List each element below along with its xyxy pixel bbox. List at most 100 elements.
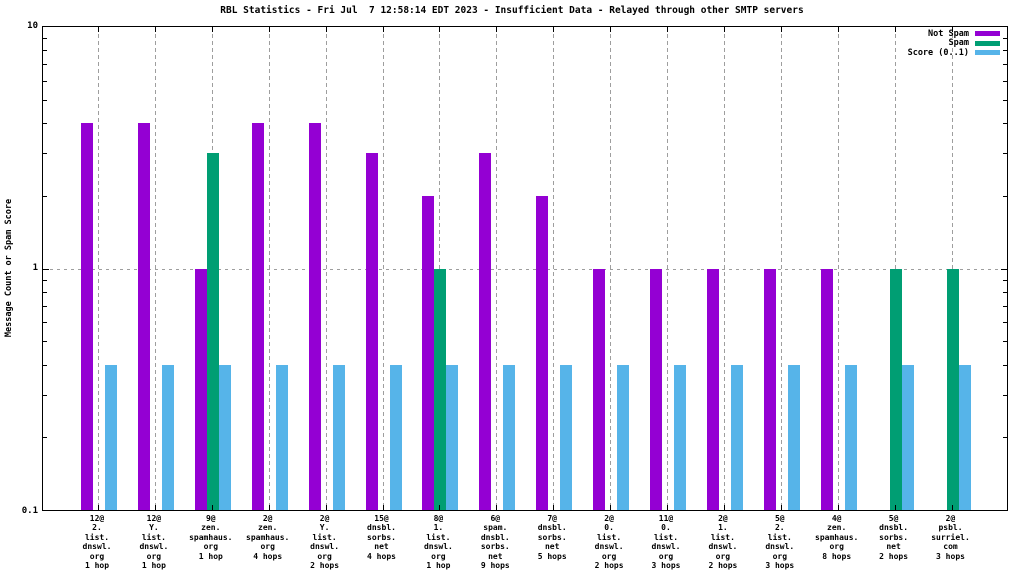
x-category-label: 11@ 0. list. dnswl. org 3 hops	[651, 514, 681, 571]
bar-score-0-1--cat7	[446, 364, 459, 510]
legend-swatch-score	[975, 50, 1000, 56]
bar-score-0-1--cat16	[958, 364, 971, 510]
bar-score-0-1--cat9	[560, 364, 573, 510]
x-tick-bottom	[553, 505, 555, 510]
plot-area: Not Spam Spam Score (0..1)	[42, 26, 1008, 511]
bar-score-0-1--cat13	[787, 364, 800, 510]
bar-not-spam-cat3	[194, 268, 207, 510]
x-tick-top	[154, 27, 156, 32]
x-tick-top	[553, 27, 555, 32]
legend-swatch-spam	[975, 40, 1000, 46]
bar-not-spam-cat8	[479, 153, 492, 510]
x-tick-bottom	[325, 505, 327, 510]
y-tick-minor-left	[43, 291, 47, 293]
x-tick-top	[951, 27, 953, 32]
bar-score-0-1--cat15	[901, 364, 914, 510]
x-tick-bottom	[837, 505, 839, 510]
bar-not-spam-cat5	[308, 123, 321, 510]
x-tick-bottom	[439, 505, 441, 510]
x-tick-bottom	[154, 505, 156, 510]
bar-not-spam-cat9	[536, 195, 549, 510]
bar-score-0-1--cat2	[161, 364, 174, 510]
y-tick-label-10: 10	[27, 21, 38, 31]
x-tick-bottom	[894, 505, 896, 510]
x-category-label: 9@ zen. spamhaus. org 1 hop	[189, 514, 233, 561]
x-category-label: 2@ 0. list. dnswl. org 2 hops	[594, 514, 624, 571]
x-tick-bottom	[98, 505, 99, 510]
x-category-label: 15@ dnsbl. sorbs. net 4 hops	[367, 514, 396, 561]
legend: Not Spam Spam Score (0..1)	[908, 29, 1000, 58]
y-tick-major-left	[43, 268, 49, 270]
bar-not-spam-cat6	[365, 153, 378, 510]
y-tick-minor-right	[1003, 195, 1007, 197]
bar-score-0-1--cat8	[503, 364, 516, 510]
x-tick-bottom	[211, 505, 213, 510]
x-tick-top	[780, 27, 782, 32]
bar-score-0-1--cat11	[674, 364, 686, 510]
x-category-label: 5@ 2. list. dnswl. org 3 hops	[765, 514, 795, 571]
y-tick-minor-right	[1003, 305, 1007, 307]
x-category-label: 2@ Y. list. dnswl. org 2 hops	[310, 514, 340, 571]
x-category-label: 12@ 2. list. dnswl. org 1 hop	[82, 514, 112, 571]
y-tick-minor-left	[43, 80, 47, 82]
x-tick-bottom	[268, 505, 270, 510]
x-tick-bottom	[610, 505, 612, 510]
y-tick-minor-right	[1003, 38, 1007, 40]
x-category-label: 8@ 1. list. dnswl. org 1 hop	[423, 514, 453, 571]
x-tick-top	[439, 27, 441, 32]
x-category-label: 5@ dnsbl. sorbs. net 2 hops	[879, 514, 909, 561]
x-tick-top	[98, 27, 99, 32]
bar-score-0-1--cat10	[617, 364, 630, 510]
bar-not-spam-cat2	[137, 123, 150, 510]
x-tick-top	[496, 27, 498, 32]
chart-title: RBL Statistics - Fri Jul 7 12:58:14 EDT …	[220, 5, 804, 16]
bar-spam-cat3	[206, 153, 219, 510]
bar-not-spam-cat12	[706, 268, 719, 510]
legend-row-spam: Spam	[908, 38, 1000, 48]
y-tick-minor-left	[43, 195, 47, 197]
y-tick-minor-right	[1003, 99, 1007, 101]
bar-not-spam-cat14	[820, 268, 833, 510]
x-tick-bottom	[496, 505, 498, 510]
x-tick-top	[610, 27, 612, 32]
y-tick-minor-right	[1003, 394, 1007, 396]
x-tick-bottom	[951, 505, 953, 510]
bar-spam-cat15	[889, 268, 902, 510]
x-tick-bottom	[382, 505, 384, 510]
bar-not-spam-cat13	[763, 268, 776, 510]
y-tick-minor-right	[1003, 64, 1007, 66]
x-category-label: 2@ 1. list. dnswl. org 2 hops	[708, 514, 738, 571]
y-tick-minor-left	[43, 99, 47, 101]
y-tick-minor-left	[43, 394, 47, 396]
bar-not-spam-cat1	[81, 123, 93, 510]
y-tick-minor-right	[1003, 322, 1007, 324]
x-tick-top	[667, 27, 668, 32]
bar-score-0-1--cat5	[332, 364, 345, 510]
y-tick-label-0.1: 0.1	[21, 506, 38, 516]
y-tick-minor-left	[43, 38, 47, 40]
x-tick-top	[723, 27, 725, 32]
y-tick-minor-left	[43, 364, 47, 366]
y-tick-minor-left	[43, 305, 47, 307]
x-tick-top	[268, 27, 270, 32]
y-tick-minor-right	[1003, 153, 1007, 155]
y-tick-major-right	[1001, 268, 1007, 270]
x-tick-top	[894, 27, 896, 32]
y-tick-minor-right	[1003, 341, 1007, 343]
legend-label-score: Score (0..1)	[907, 47, 969, 58]
y-tick-minor-right	[1003, 50, 1007, 52]
bar-score-0-1--cat6	[389, 364, 402, 510]
x-category-label: 12@ Y. list. dnswl. org 1 hop	[139, 514, 169, 571]
legend-swatch-not-spam	[975, 31, 1000, 37]
y-tick-minor-left	[43, 123, 47, 125]
bar-not-spam-cat11	[650, 268, 662, 510]
bar-score-0-1--cat3	[218, 364, 231, 510]
x-tick-bottom	[723, 505, 725, 510]
x-tick-top	[837, 27, 839, 32]
y-tick-minor-right	[1003, 80, 1007, 82]
y-tick-minor-left	[43, 153, 47, 155]
y-tick-minor-left	[43, 279, 47, 281]
bar-not-spam-cat10	[593, 268, 606, 510]
bar-score-0-1--cat14	[844, 364, 857, 510]
